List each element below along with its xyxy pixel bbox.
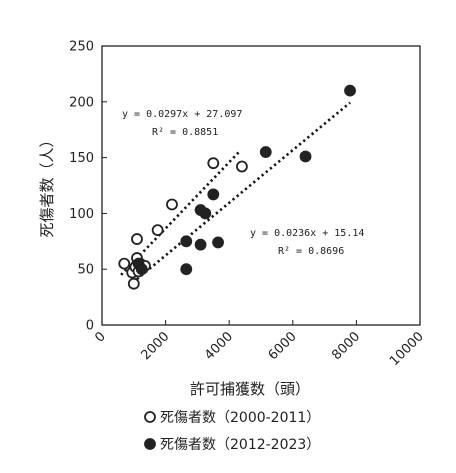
y-axis-title: 死傷者数（人） [38, 132, 56, 237]
data-point-open [151, 224, 164, 237]
data-point-filled [259, 146, 272, 158]
data-point-filled [344, 84, 356, 97]
x-tick-label: 2000 [138, 329, 172, 363]
data-point-filled [180, 263, 193, 276]
data-point-filled [180, 235, 193, 248]
data-point-open [127, 277, 140, 290]
data-point-filled [299, 150, 312, 163]
x-tick-label: 6000 [266, 329, 300, 363]
x-tick-label: 4000 [202, 329, 236, 363]
legend-marker-open [144, 411, 156, 423]
data-point-open [118, 257, 131, 270]
data-point-filled [212, 236, 224, 249]
data-point-filled [194, 238, 207, 251]
y-tick-label: 250 [69, 40, 94, 55]
data-point-open [131, 233, 143, 245]
trendline-equation-2012-2023: y = 0.0236x + 15.14 [250, 228, 364, 239]
x-tick-label: 0 [92, 329, 108, 345]
data-point-filled [135, 263, 148, 276]
legend-marker-filled [144, 438, 156, 450]
legend-label-2000-2011: 死傷者数（2000-2011） [160, 410, 320, 426]
data-point-open [166, 198, 178, 211]
x-tick-label: 8000 [329, 329, 363, 363]
data-point-open [236, 160, 248, 173]
data-point-filled [207, 188, 220, 201]
trendline-r2-2012-2023: R² = 0.8696 [278, 246, 344, 257]
data-point-open [207, 157, 220, 170]
y-tick-label: 150 [69, 151, 94, 166]
trendline-equation-2000-2011: y = 0.0297x + 27.097 [122, 109, 242, 120]
x-tick-label: 10000 [387, 329, 427, 369]
x-axis-title: 許可捕獲数（頭） [190, 380, 310, 398]
data-point-filled [199, 207, 212, 220]
data-points [118, 84, 356, 290]
trendline-r2-2000-2011: R² = 0.8851 [152, 127, 218, 138]
y-tick-label: 100 [69, 207, 94, 222]
y-tick-label: 50 [77, 263, 94, 278]
y-tick-label: 0 [86, 319, 94, 334]
legend-label-2012-2023: 死傷者数（2012-2023） [160, 437, 320, 453]
y-tick-label: 200 [69, 95, 94, 110]
axes [101, 45, 421, 326]
plot-frame [101, 45, 421, 326]
tick-labels: 0 50 100 150 200 250 0 2000 4000 6000 8000 10000 [69, 40, 427, 370]
